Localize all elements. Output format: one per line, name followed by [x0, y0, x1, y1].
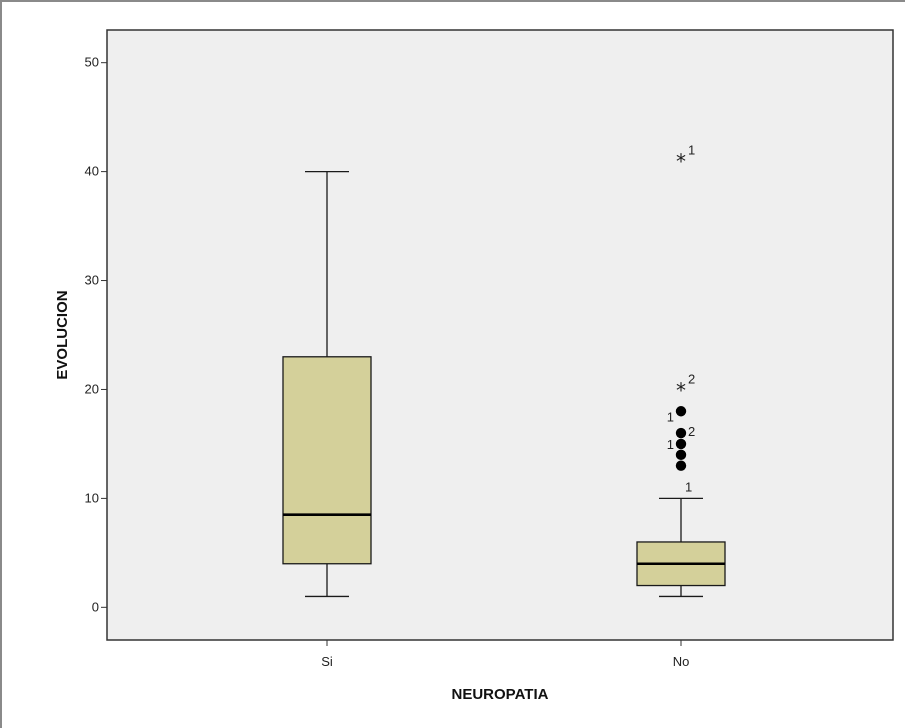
extreme-outlier-star: * — [676, 150, 686, 174]
y-axis-title: EVOLUCION — [54, 290, 71, 379]
outlier-label: 2 — [688, 371, 695, 386]
x-tick-label: No — [673, 654, 690, 669]
y-tick-label: 40 — [85, 164, 99, 179]
outlier-label: 1 — [685, 480, 692, 495]
x-axis-title: NEUROPATIA — [452, 686, 549, 703]
plot-area — [106, 29, 894, 641]
y-tick-label: 10 — [85, 490, 99, 505]
outlier-point — [675, 449, 687, 461]
extreme-outlier-star: * — [676, 378, 686, 402]
outlier-label: 1 — [667, 409, 674, 424]
outlier-point — [675, 438, 687, 450]
outlier-label: 2 — [688, 424, 695, 439]
y-tick-label: 50 — [85, 55, 99, 70]
x-tick-label: Si — [321, 654, 333, 669]
y-tick-label: 0 — [92, 599, 99, 614]
y-tick-label: 20 — [85, 381, 99, 396]
outlier-label: 1 — [667, 437, 674, 452]
outlier-point — [675, 427, 687, 439]
x-axis: Si No — [321, 640, 689, 669]
box-si — [282, 170, 372, 598]
outlier-point — [675, 460, 687, 471]
outlier-point — [675, 406, 687, 417]
y-axis: 0 10 20 30 40 50 — [85, 55, 107, 614]
iqr-box — [282, 356, 372, 565]
y-tick-label: 30 — [85, 273, 99, 288]
outlier-label: 1 — [688, 143, 695, 158]
